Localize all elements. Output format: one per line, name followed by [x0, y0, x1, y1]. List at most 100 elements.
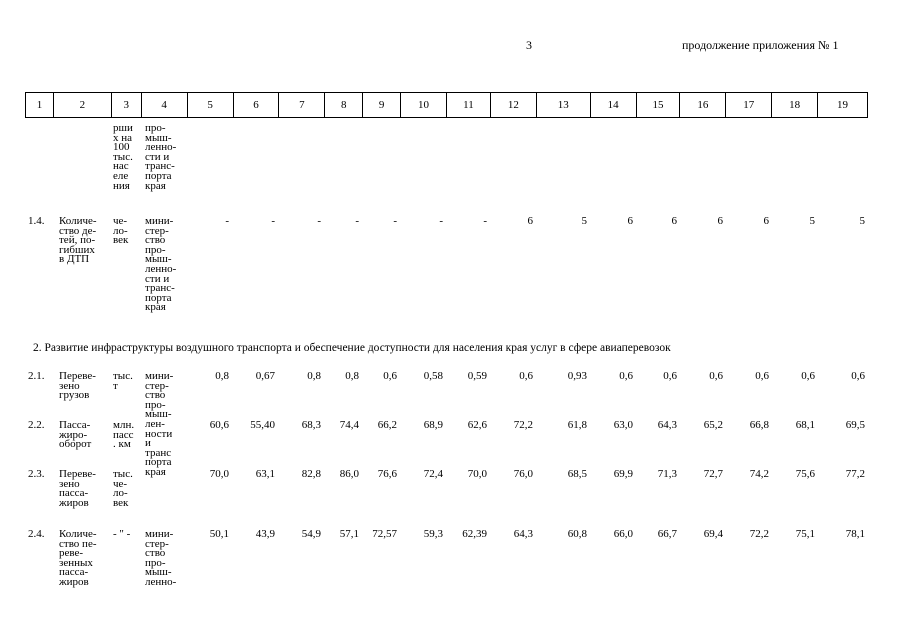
- row-name: Пасса- жиро- оборот: [59, 419, 92, 451]
- value-col-16: 0,6: [709, 370, 723, 382]
- value-col-10: -: [439, 215, 443, 227]
- row-name: Переве- зено грузов: [59, 370, 96, 402]
- value-col-9: 66,2: [377, 419, 397, 431]
- value-col-18: 75,1: [795, 528, 815, 540]
- row-unit: тыс. т: [113, 370, 133, 392]
- value-col-12: 64,3: [513, 528, 533, 540]
- value-col-12: 76,0: [513, 468, 533, 480]
- header-col-11: 11: [446, 93, 490, 117]
- value-col-17: 74,2: [749, 468, 769, 480]
- row-name: Переве- зено пасса- жиров: [59, 468, 96, 509]
- page-number: 3: [526, 38, 532, 52]
- value-col-17: 0,6: [755, 370, 769, 382]
- value-col-8: 0,8: [345, 370, 359, 382]
- value-col-16: 72,7: [703, 468, 723, 480]
- value-col-19: 78,1: [845, 528, 865, 540]
- header-col-2: 2: [52, 93, 111, 117]
- value-col-11: 70,0: [467, 468, 487, 480]
- value-col-11: 0,59: [467, 370, 487, 382]
- header-col-16: 16: [679, 93, 725, 117]
- row-id: 2.1.: [28, 370, 45, 382]
- header-col-12: 12: [489, 93, 536, 117]
- row-unit: рши х на 100 тыс. нас еле ния: [113, 122, 133, 192]
- value-col-13: 0,93: [567, 370, 587, 382]
- row-responsible: мини- стер- ство про- мыш- лен- ности и …: [145, 370, 174, 478]
- row-responsible: про- мыш- ленно- сти и транс- порта края: [145, 122, 177, 192]
- value-col-12: 72,2: [513, 419, 533, 431]
- row-unit: тыс. че- ло- век: [113, 468, 133, 509]
- header-col-17: 17: [725, 93, 771, 117]
- header-col-8: 8: [324, 93, 362, 117]
- value-col-18: 75,6: [795, 468, 815, 480]
- value-col-11: 62,6: [467, 419, 487, 431]
- value-col-15: 66,7: [657, 528, 677, 540]
- value-col-15: 71,3: [657, 468, 677, 480]
- section-heading: 2. Развитие инфраструктуры воздушного тр…: [33, 342, 671, 354]
- value-col-7: 0,8: [307, 370, 321, 382]
- value-col-19: 69,5: [845, 419, 865, 431]
- value-col-6: 55,40: [250, 419, 275, 431]
- value-col-19: 5: [859, 215, 866, 227]
- value-col-11: -: [483, 215, 487, 227]
- value-col-5: 70,0: [209, 468, 229, 480]
- header-col-6: 6: [232, 93, 279, 117]
- value-col-7: 68,3: [301, 419, 321, 431]
- value-col-14: 63,0: [613, 419, 633, 431]
- value-col-12: 6: [527, 215, 534, 227]
- value-col-18: 68,1: [795, 419, 815, 431]
- value-col-14: 6: [627, 215, 634, 227]
- header-col-1: 1: [36, 99, 43, 111]
- value-col-18: 5: [809, 215, 816, 227]
- value-col-7: 54,9: [301, 528, 321, 540]
- header-col-10: 10: [400, 93, 446, 117]
- value-col-6: 0,67: [255, 370, 275, 382]
- value-col-5: 50,1: [209, 528, 229, 540]
- header-col-3: 3: [110, 93, 141, 117]
- value-col-14: 66,0: [613, 528, 633, 540]
- value-col-13: 5: [581, 215, 588, 227]
- value-col-12: 0,6: [519, 370, 533, 382]
- value-col-15: 6: [671, 215, 678, 227]
- value-col-13: 60,8: [567, 528, 587, 540]
- value-col-5: 0,8: [215, 370, 229, 382]
- header-col-7: 7: [278, 93, 324, 117]
- value-col-16: 6: [717, 215, 724, 227]
- value-col-10: 72,4: [423, 468, 443, 480]
- value-col-9: 72,57: [372, 528, 397, 540]
- value-col-6: 43,9: [255, 528, 275, 540]
- value-col-5: -: [225, 215, 229, 227]
- value-col-14: 0,6: [619, 370, 633, 382]
- row-id: 1.4.: [28, 215, 45, 227]
- header-col-9: 9: [362, 93, 400, 117]
- value-col-15: 64,3: [657, 419, 677, 431]
- value-col-7: -: [317, 215, 321, 227]
- row-responsible: мини- стер- ство про- мыш- ленно-: [145, 528, 177, 588]
- value-col-10: 68,9: [423, 419, 443, 431]
- table-header: 1 2 3 4 5 6 7 8 9 10 11 12 13 14 15 16 17 18 19: [25, 92, 868, 118]
- row-id: 2.2.: [28, 419, 45, 431]
- value-col-5: 60,6: [209, 419, 229, 431]
- value-col-13: 68,5: [567, 468, 587, 480]
- header-col-5: 5: [186, 93, 233, 117]
- value-col-13: 61,8: [567, 419, 587, 431]
- value-col-10: 59,3: [423, 528, 443, 540]
- value-col-7: 82,8: [301, 468, 321, 480]
- value-col-19: 0,6: [851, 370, 865, 382]
- value-col-17: 6: [763, 215, 770, 227]
- row-responsible: мини- стер- ство про- мыш- ленно- сти и …: [145, 215, 177, 314]
- header-col-14: 14: [589, 93, 636, 117]
- row-unit: - " -: [113, 528, 131, 540]
- value-col-8: -: [355, 215, 359, 227]
- row-name: Количе- ство пе- реве- зенных пасса- жир…: [59, 528, 97, 588]
- value-col-8: 74,4: [339, 419, 359, 431]
- value-col-6: -: [271, 215, 275, 227]
- value-col-9: -: [393, 215, 397, 227]
- row-id: 2.3.: [28, 468, 45, 480]
- value-col-15: 0,6: [663, 370, 677, 382]
- value-col-8: 57,1: [339, 528, 359, 540]
- value-col-11: 62,39: [462, 528, 487, 540]
- value-col-6: 63,1: [255, 468, 275, 480]
- continuation-label: продолжение приложения № 1: [682, 38, 839, 52]
- row-unit: млн. пасс . км: [113, 419, 135, 451]
